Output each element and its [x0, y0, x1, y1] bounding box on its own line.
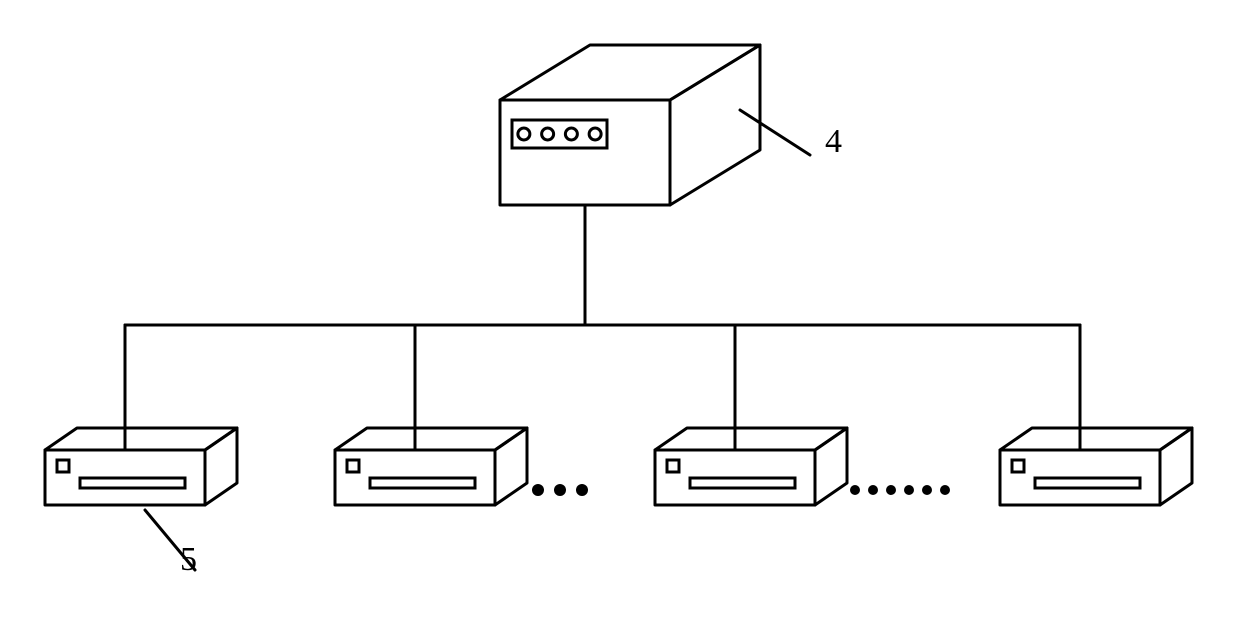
device-led [347, 460, 359, 472]
diagram-canvas [0, 0, 1240, 634]
device-side [1160, 428, 1192, 505]
leader-router [740, 110, 810, 155]
router-port [589, 128, 601, 140]
ellipsis-dot [922, 485, 932, 495]
router-port-panel [512, 120, 607, 148]
router-top [500, 45, 760, 100]
router-port [542, 128, 554, 140]
device-slot [370, 478, 475, 488]
device-side [205, 428, 237, 505]
ellipsis-dot [532, 484, 544, 496]
device-slot [690, 478, 795, 488]
device-side [495, 428, 527, 505]
label-router: 4 [825, 123, 842, 161]
device-led [1012, 460, 1024, 472]
router-side [670, 45, 760, 205]
ellipsis-dot [554, 484, 566, 496]
router-port [518, 128, 530, 140]
device-slot [1035, 478, 1140, 488]
label-device: 5 [180, 541, 197, 579]
router-front [500, 100, 670, 205]
device-led [57, 460, 69, 472]
ellipsis-dot [850, 485, 860, 495]
ellipsis-dot [886, 485, 896, 495]
ellipsis-dot [904, 485, 914, 495]
router-port [565, 128, 577, 140]
ellipsis-dot [576, 484, 588, 496]
device-led [667, 460, 679, 472]
device-side [815, 428, 847, 505]
ellipsis-dot [868, 485, 878, 495]
ellipsis-dot [940, 485, 950, 495]
device-slot [80, 478, 185, 488]
